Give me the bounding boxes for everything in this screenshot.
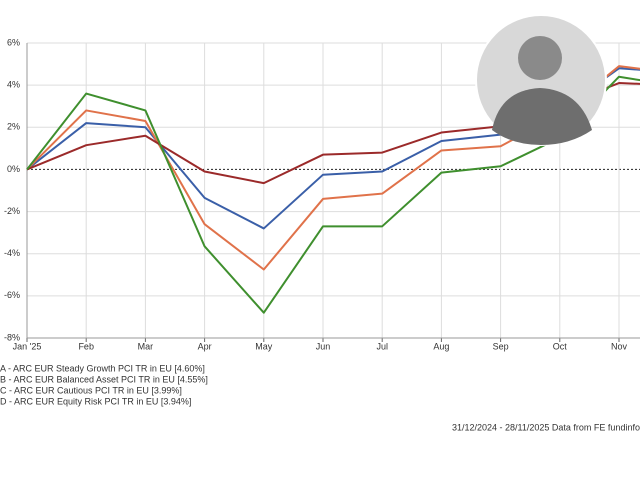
y-tick-label: -4% bbox=[4, 248, 20, 258]
y-tick-label: 0% bbox=[7, 164, 20, 174]
x-tick-label: Feb bbox=[78, 341, 94, 351]
x-tick-label: Sep bbox=[493, 341, 509, 351]
y-tick-label: 4% bbox=[7, 80, 20, 90]
legend-entry: D - ARC EUR Equity Risk PCI TR in EU [3.… bbox=[0, 396, 191, 406]
x-tick-label: Jan '25 bbox=[13, 341, 42, 351]
legend-entry: A - ARC EUR Steady Growth PCI TR in EU [… bbox=[0, 363, 205, 373]
photo-head bbox=[518, 36, 562, 80]
y-tick-label: -2% bbox=[4, 206, 20, 216]
y-tick-label: -6% bbox=[4, 290, 20, 300]
legend-entry: B - ARC EUR Balanced Asset PCI TR in EU … bbox=[0, 374, 208, 384]
x-tick-label: Jul bbox=[376, 341, 388, 351]
x-tick-label: Apr bbox=[198, 341, 212, 351]
x-tick-label: Aug bbox=[433, 341, 449, 351]
x-tick-label: May bbox=[255, 341, 273, 351]
legend-entry: C - ARC EUR Cautious PCI TR in EU [3.99%… bbox=[0, 385, 182, 395]
x-tick-label: Nov bbox=[611, 341, 628, 351]
y-tick-label: 2% bbox=[7, 122, 20, 132]
x-tick-label: Oct bbox=[553, 341, 568, 351]
photo-body bbox=[492, 88, 592, 145]
x-tick-label: Mar bbox=[138, 341, 154, 351]
y-tick-label: -8% bbox=[4, 332, 20, 342]
footer: 31/12/2024 - 28/11/2025 Data from FE fun… bbox=[452, 422, 640, 432]
y-tick-label: 6% bbox=[7, 37, 20, 47]
x-tick-label: Jun bbox=[316, 341, 331, 351]
